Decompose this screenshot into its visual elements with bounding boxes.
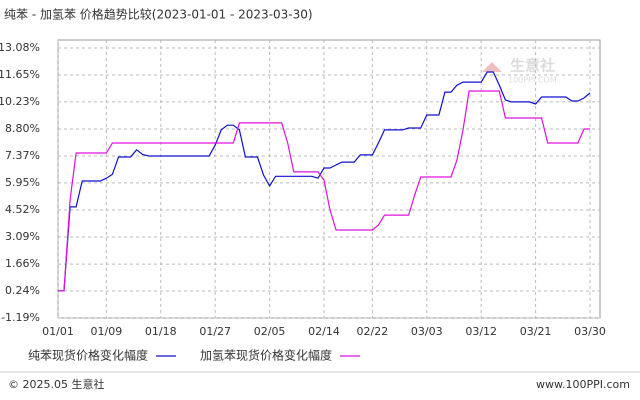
watermark-site: 100PPI.COM [508, 76, 557, 85]
x-tick-label: 01/27 [199, 325, 231, 338]
y-tick-label: 7.37% [5, 149, 40, 162]
x-tick-label: 02/14 [308, 325, 340, 338]
x-tick-label: 03/21 [520, 325, 552, 338]
x-tick-label: 01/01 [42, 325, 74, 338]
y-tick-label: 5.95% [5, 176, 40, 189]
x-tick-label: 01/18 [145, 325, 177, 338]
y-tick-label: 3.09% [5, 230, 40, 243]
x-tick-label: 01/09 [91, 325, 123, 338]
y-tick-label: 1.66% [5, 257, 40, 270]
y-tick-label: -1.19% [1, 311, 40, 324]
y-tick-label: 11.65% [0, 68, 40, 81]
watermark: 生意社 100PPI.COM [482, 57, 557, 85]
footer-site: www.100PPI.com [536, 378, 630, 391]
x-tick-label: 03/12 [465, 325, 497, 338]
footer-copyright: © 2025.05 生意社 [8, 377, 104, 391]
x-tick-label: 03/30 [574, 325, 606, 338]
x-tick-label: 03/03 [411, 325, 443, 338]
x-tick-label: 02/22 [357, 325, 389, 338]
x-tick-label: 02/05 [254, 325, 286, 338]
series-line [58, 71, 591, 292]
y-tick-label: 10.23% [0, 95, 40, 108]
watermark-name: 生意社 [510, 57, 555, 75]
legend-label: 加氢苯现货价格变化幅度 [200, 348, 332, 363]
watermark-logo [482, 62, 502, 72]
y-tick-label: 13.08% [0, 41, 40, 54]
y-tick-label: 8.80% [5, 122, 40, 135]
series-line [58, 90, 590, 292]
chart-title: 纯苯 - 加氢苯 价格趋势比较(2023-01-01 - 2023-03-30) [4, 7, 313, 22]
y-tick-label: 4.52% [5, 203, 40, 216]
legend-label: 纯苯现货价格变化幅度 [28, 348, 148, 363]
y-tick-label: 0.24% [5, 284, 40, 297]
